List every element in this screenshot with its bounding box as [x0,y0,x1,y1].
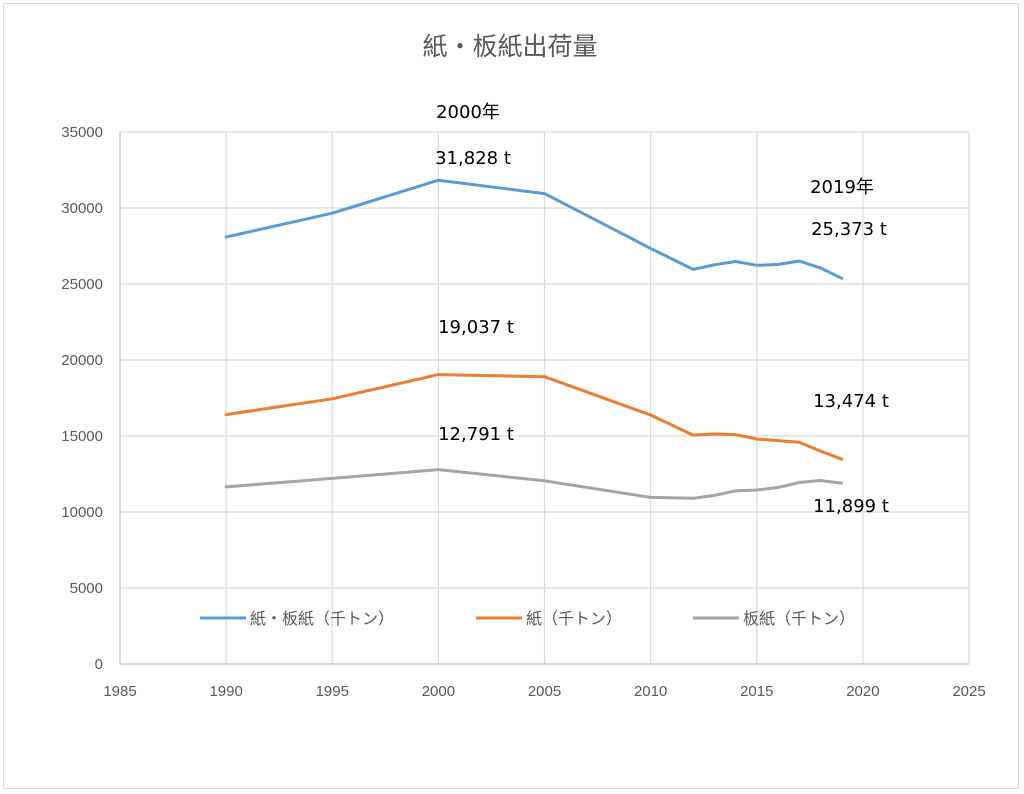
x-tick-label: 2000 [422,683,455,700]
annotation-v13474: 13,474 t [813,391,889,412]
y-tick-label: 10000 [61,504,103,521]
y-tick-label: 25000 [61,276,103,293]
chart-area [3,3,1019,789]
x-tick-label: 2005 [528,683,561,700]
x-tick-label: 2020 [846,683,879,700]
x-tick-label: 1985 [103,683,136,700]
annotation-v25373: 25,373 t [811,219,887,240]
legend-label-0: 紙・板紙（千トン） [250,609,394,628]
x-tick-label: 1990 [209,683,242,700]
axes: 0 5000 10000 15000 20000 25000 30000 35000 1985 1… [61,124,985,700]
annotation-v11899: 11,899 t [813,496,889,517]
y-tick-label: 15000 [61,428,103,445]
annotation-v19037: 19,037 t [438,317,514,338]
x-tick-label: 2025 [952,683,985,700]
annotations: 2000年 31,828 t 2019年 25,373 t 19,037 t 13,474… [435,102,889,517]
y-tick-label: 30000 [61,200,103,217]
x-tick-label: 2015 [740,683,773,700]
gridlines [120,131,970,664]
annotation-v12791: 12,791 t [438,424,514,445]
series-lines [224,178,844,500]
y-tick-label: 0 [95,656,103,673]
x-tick-label: 1995 [316,683,349,700]
series-line-0 [224,178,844,280]
y-tick-label: 20000 [61,352,103,369]
annotation-v31828: 31,828 t [435,148,511,169]
annotation-a2019: 2019年 [810,177,874,198]
x-tick-label: 2010 [634,683,667,700]
chart-title: 紙・板紙出荷量 [422,32,597,61]
legend: 紙・板紙（千トン） 紙（千トン） 板紙（千トン） [200,609,855,628]
series-line-2 [224,468,844,500]
legend-label-2: 板紙（千トン） [743,609,855,628]
legend-label-1: 紙（千トン） [526,609,622,628]
series-line-1 [224,373,844,461]
y-tick-label: 35000 [61,124,103,141]
y-tick-label: 5000 [70,580,103,597]
annotation-a2000: 2000年 [436,102,500,123]
